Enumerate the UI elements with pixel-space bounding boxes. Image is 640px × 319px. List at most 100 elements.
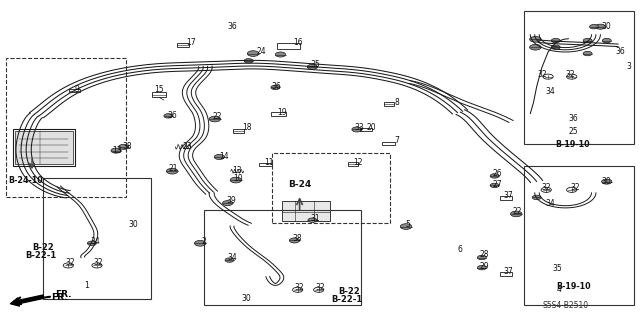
Circle shape [111,148,121,153]
Circle shape [589,25,598,29]
Text: 32: 32 [570,183,580,192]
Circle shape [223,201,233,206]
Circle shape [530,36,541,42]
Text: B-24-10: B-24-10 [8,175,43,185]
Bar [15,131,73,164]
Circle shape [195,241,206,246]
Text: 8: 8 [394,98,399,107]
Text: 4: 4 [557,285,561,294]
Circle shape [490,183,499,188]
Text: 31: 31 [310,213,320,222]
Text: 23: 23 [182,142,192,151]
Bar [13,130,76,166]
Text: 19: 19 [277,108,287,116]
Text: 32: 32 [565,70,575,78]
Circle shape [244,59,253,63]
Text: 14: 14 [220,152,229,161]
Circle shape [225,258,234,262]
Circle shape [400,224,412,229]
Bar [204,210,362,305]
Text: 34: 34 [227,253,237,262]
Bar [43,178,151,299]
Text: 30: 30 [602,22,612,31]
Circle shape [583,38,592,43]
Text: 16: 16 [293,38,303,47]
Text: 21: 21 [169,165,178,174]
Text: B-24: B-24 [288,180,311,189]
Circle shape [583,51,592,56]
Text: 18: 18 [242,123,252,132]
Circle shape [230,177,242,183]
Circle shape [164,114,173,118]
Circle shape [602,179,612,184]
Bar [524,11,634,144]
Text: 17: 17 [186,38,195,47]
Text: 26: 26 [492,169,502,178]
Text: 30: 30 [129,220,138,229]
Text: 38: 38 [123,142,132,151]
Bar [384,102,394,106]
Circle shape [477,255,486,260]
Text: 36: 36 [272,82,282,91]
Text: 11: 11 [264,158,274,167]
Text: 36: 36 [167,111,177,120]
Text: 29: 29 [479,262,489,271]
Text: 32: 32 [295,283,305,292]
Circle shape [511,211,522,217]
Text: 25: 25 [568,127,578,136]
Text: B-22: B-22 [338,287,360,296]
Circle shape [271,85,280,90]
Bar [282,201,330,221]
Bar [6,58,125,197]
Text: B-19-10: B-19-10 [556,282,591,291]
Circle shape [308,218,317,222]
Circle shape [490,174,499,178]
Circle shape [530,44,541,50]
Bar [524,166,634,305]
Text: 34: 34 [546,199,556,208]
Text: 32: 32 [65,258,75,267]
Text: 37: 37 [504,191,513,200]
Circle shape [532,195,541,200]
Text: 35: 35 [552,264,562,273]
Text: 38: 38 [293,234,303,243]
Circle shape [275,52,285,57]
Text: B-22-1: B-22-1 [331,295,362,304]
Circle shape [595,24,605,29]
Text: 12: 12 [353,158,363,167]
Text: 20: 20 [366,123,376,132]
Circle shape [477,265,486,270]
Text: 28: 28 [479,250,489,259]
Circle shape [307,64,317,69]
Text: 6: 6 [458,245,463,254]
Text: 39: 39 [226,196,236,205]
Text: 3: 3 [627,62,632,71]
Text: S5S4-B2510: S5S4-B2510 [542,301,588,310]
Text: FR.: FR. [14,290,72,304]
Text: B-22: B-22 [32,243,54,252]
Text: 1: 1 [84,281,88,291]
Text: 33: 33 [355,123,364,132]
Text: 7: 7 [394,136,399,145]
Text: 22: 22 [513,207,522,216]
Bar [177,43,189,47]
Text: 37: 37 [504,267,513,276]
Text: 30: 30 [241,294,251,303]
Text: 36: 36 [569,114,579,123]
Bar [152,92,166,97]
Text: 27: 27 [492,180,502,189]
Bar [272,153,390,223]
Text: 32: 32 [537,70,547,78]
Circle shape [214,154,225,160]
Text: 34: 34 [91,237,100,246]
Text: 5: 5 [406,220,410,229]
Circle shape [602,38,611,43]
Text: 32: 32 [541,183,551,192]
Text: 22: 22 [212,112,221,121]
Text: 15: 15 [155,85,164,94]
Text: 24: 24 [257,48,266,56]
Text: B-19-10: B-19-10 [555,140,589,149]
Circle shape [166,168,178,174]
Text: 32: 32 [93,258,103,267]
Circle shape [551,38,560,43]
